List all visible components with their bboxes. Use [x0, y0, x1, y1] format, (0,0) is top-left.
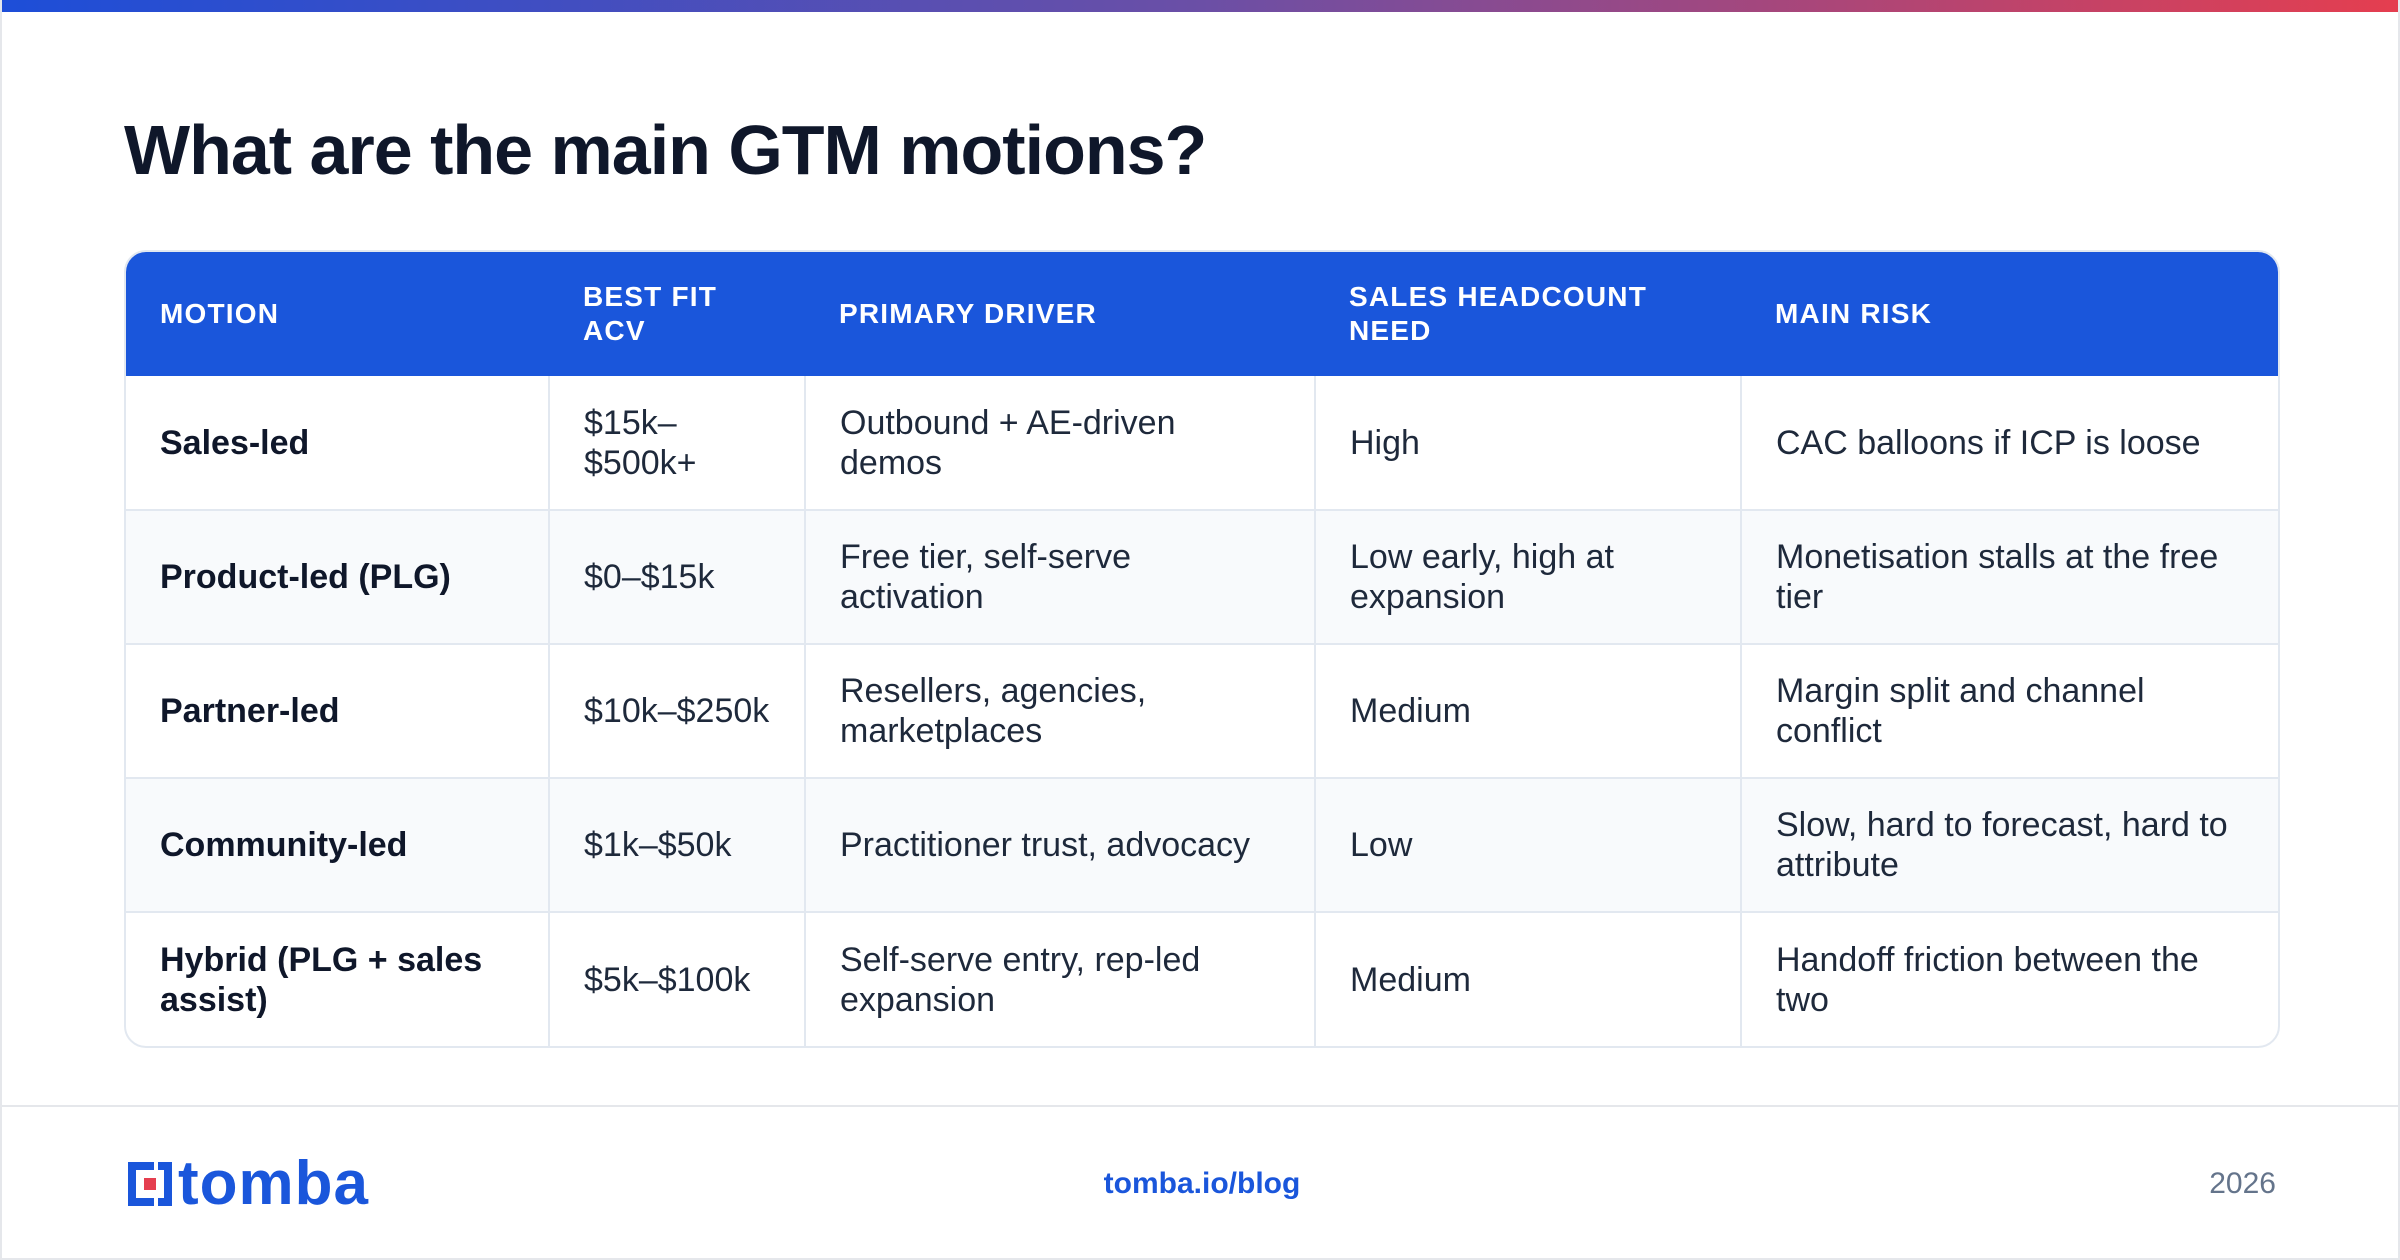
- cell-risk: Slow, hard to forecast, hard to attribut…: [1741, 777, 2278, 912]
- cell-acv: $10k–$250k: [549, 643, 806, 778]
- cell-motion: Product-led (PLG): [126, 509, 550, 644]
- footer-divider: [2, 1105, 2398, 1107]
- cell-headcount: High: [1315, 376, 1742, 510]
- cell-acv: $15k–$500k+: [549, 376, 806, 510]
- cell-motion: Community-led: [126, 777, 550, 912]
- cell-risk: Handoff friction between the two: [1741, 911, 2278, 1046]
- table-row: Product-led (PLG) $0–$15k Free tier, sel…: [126, 509, 2278, 644]
- cell-headcount: Low: [1315, 777, 1742, 912]
- table-row: Hybrid (PLG + sales assist) $5k–$100k Se…: [126, 911, 2278, 1046]
- table-header-row: MOTION BEST FIT ACV PRIMARY DRIVER SALES…: [126, 252, 2278, 376]
- cell-acv: $5k–$100k: [549, 911, 806, 1046]
- header-main-risk: MAIN RISK: [1741, 252, 2278, 376]
- header-motion: MOTION: [126, 252, 549, 376]
- cell-acv: $1k–$50k: [549, 777, 806, 912]
- tomba-logo[interactable]: tomba: [124, 1149, 369, 1218]
- cell-headcount: Low early, high at expansion: [1315, 509, 1742, 644]
- cell-risk: CAC balloons if ICP is loose: [1776, 423, 2201, 462]
- page-title: What are the main GTM motions?: [124, 111, 1207, 189]
- header-best-fit-acv: BEST FIT ACV: [549, 252, 805, 376]
- table-row: Partner-led $10k–$250k Resellers, agenci…: [126, 643, 2278, 778]
- cell-driver: Self-serve entry, rep-led expansion: [805, 911, 1316, 1046]
- gtm-motions-table: MOTION BEST FIT ACV PRIMARY DRIVER SALES…: [124, 250, 2280, 1048]
- cell-motion: Hybrid (PLG + sales assist): [126, 911, 550, 1046]
- cell-risk: Margin split and channel conflict: [1741, 643, 2278, 778]
- table-row: Sales-led $15k–$500k+ Outbound + AE-driv…: [126, 376, 2278, 510]
- header-sales-headcount-need: SALES HEADCOUNT NEED: [1315, 252, 1741, 376]
- header-primary-driver: PRIMARY DRIVER: [805, 252, 1315, 376]
- cell-risk: Monetisation stalls at the free tier: [1741, 509, 2278, 644]
- cell-headcount: Medium: [1315, 911, 1742, 1046]
- table: MOTION BEST FIT ACV PRIMARY DRIVER SALES…: [126, 252, 2278, 1046]
- logo-wordmark: tomba: [178, 1149, 369, 1218]
- cell-driver: Free tier, self-serve activation: [805, 509, 1316, 644]
- tomba-logo-icon: [128, 1162, 172, 1206]
- table-row: Community-led $1k–$50k Practitioner trus…: [126, 777, 2278, 912]
- footer-year: 2026: [2209, 1167, 2276, 1200]
- cell-acv: $0–$15k: [549, 509, 806, 644]
- cell-motion: Partner-led: [126, 643, 550, 778]
- cell-headcount: Medium: [1315, 643, 1742, 778]
- cell-driver: Outbound + AE-driven demos: [805, 376, 1316, 510]
- top-gradient-bar: [2, 0, 2398, 12]
- cell-driver: Practitioner trust, advocacy: [805, 777, 1316, 912]
- cell-motion: Sales-led: [126, 376, 550, 510]
- footer-url-link[interactable]: tomba.io/blog: [1103, 1167, 1301, 1200]
- cell-driver: Resellers, agencies, marketplaces: [805, 643, 1316, 778]
